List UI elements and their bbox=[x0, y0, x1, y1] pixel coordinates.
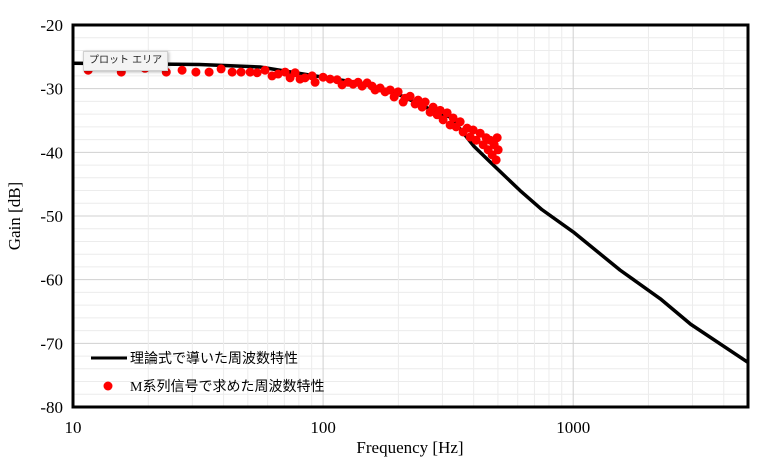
x-axis-label: Frequency [Hz] bbox=[356, 438, 463, 457]
measured-point bbox=[273, 69, 283, 79]
plot-area-tooltip: プロット エリア bbox=[83, 51, 169, 71]
measured-point bbox=[493, 145, 503, 155]
measured-point bbox=[290, 68, 300, 78]
measured-point bbox=[435, 105, 445, 115]
measured-point bbox=[245, 67, 255, 77]
legend-label-measured: M系列信号で求めた周波数特性 bbox=[130, 379, 324, 395]
measured-point bbox=[405, 91, 415, 101]
measured-point bbox=[420, 97, 430, 107]
measured-point bbox=[191, 67, 201, 77]
measured-point bbox=[413, 95, 423, 105]
y-tick-label: -70 bbox=[40, 334, 63, 353]
x-tick-label: 10 bbox=[65, 418, 82, 437]
y-tick-label: -80 bbox=[40, 398, 63, 417]
measured-point bbox=[260, 65, 270, 75]
measured-point bbox=[471, 135, 481, 145]
measured-point bbox=[468, 125, 478, 135]
theory-line bbox=[72, 61, 749, 364]
measured-point bbox=[318, 72, 328, 82]
measured-point bbox=[216, 64, 226, 74]
y-tick-label: -30 bbox=[40, 80, 63, 99]
measured-point bbox=[204, 67, 214, 77]
measured-point bbox=[393, 87, 403, 97]
measured-point bbox=[385, 85, 395, 95]
theory-series bbox=[72, 61, 749, 364]
measured-point bbox=[310, 77, 320, 87]
legend-dot-swatch bbox=[103, 381, 113, 391]
measured-point bbox=[227, 67, 237, 77]
x-tick-label: 1000 bbox=[556, 418, 590, 437]
x-tick-label: 100 bbox=[310, 418, 336, 437]
measured-point bbox=[491, 155, 501, 165]
legend-label-theory: 理論式で導いた周波数特性 bbox=[130, 351, 298, 367]
y-tick-label: -60 bbox=[40, 271, 63, 290]
measured-point bbox=[442, 108, 452, 118]
measured-point bbox=[455, 117, 465, 127]
measured-point bbox=[177, 65, 187, 75]
y-tick-label: -40 bbox=[40, 143, 63, 162]
measured-point bbox=[492, 133, 502, 143]
grid bbox=[72, 24, 749, 408]
y-tick-label: -20 bbox=[40, 16, 63, 35]
measured-point bbox=[252, 68, 262, 78]
y-axis-label: Gain [dB] bbox=[5, 182, 24, 250]
legend: 理論式で導いた周波数特性 M系列信号で求めた周波数特性 bbox=[91, 351, 324, 395]
measured-point bbox=[448, 113, 458, 123]
measured-point bbox=[438, 115, 448, 125]
measured-series bbox=[83, 63, 503, 165]
measured-point bbox=[428, 102, 438, 112]
measured-point bbox=[236, 67, 246, 77]
y-tick-label: -50 bbox=[40, 207, 63, 226]
measured-point bbox=[325, 74, 335, 84]
measured-point bbox=[300, 73, 310, 83]
plot-frame bbox=[71, 23, 750, 409]
